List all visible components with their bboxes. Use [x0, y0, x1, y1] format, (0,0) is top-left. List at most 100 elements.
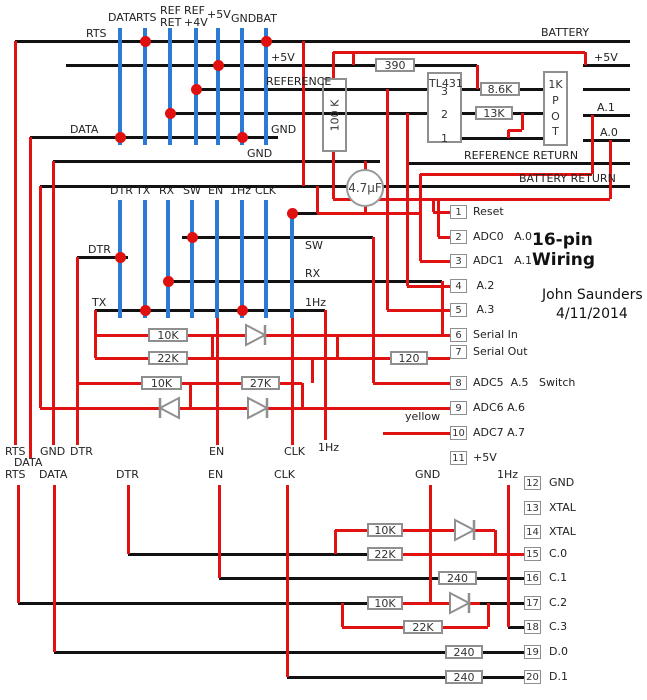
pin-label-8: ADC5 A.5 Switch [473, 376, 576, 389]
pin-label-7: Serial Out [473, 345, 528, 358]
resistor-240: 240 [445, 670, 483, 684]
pin-label-20: D.1 [549, 670, 568, 683]
label-data: DATA [39, 468, 68, 481]
wire-segment [66, 63, 477, 67]
wire-segment [407, 161, 630, 165]
ribbon-bus-line [168, 28, 172, 145]
signal-wire-segment [405, 113, 409, 286]
pot-label: 1K P O T [548, 77, 563, 139]
signal-wire-segment [188, 383, 192, 408]
signal-wire-segment [301, 41, 305, 186]
pin-box-15: 15 [524, 547, 541, 561]
ribbon-bus-line [166, 200, 170, 318]
pin-box-3: 3 [450, 254, 467, 268]
signal-wire-segment [340, 603, 344, 627]
signal-wire-segment [51, 161, 55, 445]
label-a-1: A.1 [597, 101, 615, 114]
resistor-240: 240 [445, 645, 483, 659]
resistor-27k: 27K [241, 376, 280, 390]
pin-box-17: 17 [524, 596, 541, 610]
resistor-100k-label: 100 K [328, 99, 341, 131]
wire-segment [54, 650, 524, 654]
label-5v: +5V [271, 51, 295, 64]
pin-label-11: +5V [473, 451, 497, 464]
junction-dot [260, 35, 272, 47]
resistor-8.6k: 8.6K [480, 82, 520, 96]
resistor-390: 390 [375, 58, 415, 72]
junction-dot [190, 83, 202, 95]
label-5v: +5V [594, 51, 618, 64]
pin-box-1: 1 [450, 205, 467, 219]
signal-wire-segment [431, 199, 435, 212]
label-rx: RX [159, 184, 175, 197]
tl431-pin-1: 1 [441, 132, 448, 145]
junction-dot [286, 207, 298, 219]
pin-box-14: 14 [524, 525, 541, 539]
junction-dot [164, 107, 176, 119]
wire-segment [95, 308, 325, 312]
signal-wire-segment [315, 186, 319, 213]
wire-segment [128, 552, 367, 556]
diode-icon [449, 591, 472, 615]
pin-box-19: 19 [524, 645, 541, 659]
pin-box-20: 20 [524, 670, 541, 684]
pin-label-19: D.0 [549, 645, 568, 658]
wire-segment [40, 184, 630, 188]
signal-wire-segment [290, 318, 294, 445]
signal-wire-segment [420, 172, 592, 176]
ribbon-bus-line [240, 28, 244, 145]
label-dtr: DTR [70, 445, 93, 458]
label-4v: +4V [184, 16, 208, 29]
wire-segment [15, 39, 630, 43]
pin-label-15: C.0 [549, 547, 568, 560]
signal-wire-segment [608, 140, 612, 199]
junction-dot [114, 251, 126, 263]
pin-label-4: A.2 [473, 279, 495, 292]
resistor-240: 240 [438, 571, 477, 585]
resistor-10k: 10K [367, 523, 403, 537]
label-rts: RTS [5, 445, 26, 458]
signal-wire-segment [95, 356, 450, 360]
pin-label-14: XTAL [549, 525, 576, 538]
resistor-10k: 10K [367, 596, 403, 610]
wire-segment [182, 235, 373, 239]
signal-wire-segment [420, 259, 450, 263]
signal-wire-segment [418, 174, 422, 261]
pin-box-12: 12 [524, 476, 541, 490]
signal-wire-segment [40, 406, 450, 410]
resistor-10k: 10K [141, 376, 182, 390]
pin-label-1: Reset [473, 205, 504, 218]
ribbon-bus-line [216, 28, 220, 145]
pin-box-18: 18 [524, 620, 541, 634]
ribbon-bus-line [240, 200, 244, 318]
label-rts: RTS [136, 11, 157, 24]
signal-wire-segment [331, 52, 335, 78]
wire-segment [30, 135, 278, 139]
resistor-22k: 22K [403, 620, 443, 634]
label-clk: CLK [284, 445, 306, 458]
pin-box-6: 6 [450, 328, 467, 342]
label-data: DATA [70, 123, 99, 136]
wire-segment [583, 138, 630, 142]
pin-box-4: 4 [450, 279, 467, 293]
resistor-10k: 10K [148, 328, 188, 342]
diode-icon [247, 396, 270, 420]
signal-wire-segment [52, 485, 56, 652]
pin-label-12: GND [549, 476, 575, 489]
signal-wire-segment [520, 113, 524, 130]
pin-box-5: 5 [450, 303, 467, 317]
signal-wire-segment [38, 186, 42, 408]
signal-wire-segment [403, 601, 480, 605]
signal-wire-segment [333, 197, 610, 201]
label-clk: CLK [255, 184, 277, 197]
label-gnd: GND [231, 12, 257, 25]
wire-segment [219, 576, 524, 580]
pin-box-9: 9 [450, 401, 467, 415]
signal-wire-segment [506, 485, 510, 627]
label-5v: +5V [207, 8, 231, 21]
wire-segment [583, 87, 630, 91]
label-gnd: GND [40, 445, 66, 458]
ribbon-bus-line [264, 200, 268, 318]
junction-dot [236, 304, 248, 316]
